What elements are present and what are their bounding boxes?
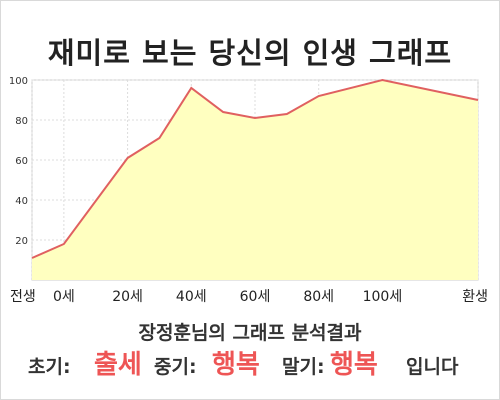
chart-title: 재미로 보는 당신의 인생 그래프 <box>47 36 453 70</box>
x-axis-ticks: 전생 0세 20세 40세 60세 80세 100세 환생 <box>10 289 488 305</box>
late-label: 말기: <box>282 356 325 378</box>
y-tick-label: 60 <box>15 156 28 167</box>
x-tick-label: 40세 <box>176 289 207 305</box>
x-tick-label: 0세 <box>53 289 75 305</box>
early-label: 초기: <box>28 356 71 378</box>
y-tick-label: 80 <box>15 116 28 127</box>
mid-label: 중기: <box>154 356 197 378</box>
x-tick-label: 100세 <box>363 289 403 305</box>
ending-text: 입니다 <box>406 356 459 378</box>
series-line <box>31 78 479 259</box>
area-fill <box>32 80 478 280</box>
x-tick-label: 60세 <box>240 289 271 305</box>
analysis-title: 장정훈님의 그래프 분석결과 <box>138 322 362 344</box>
area-layer <box>31 78 479 280</box>
early-value: 출세 <box>94 350 142 380</box>
mid-value: 행복 <box>212 350 260 380</box>
y-tick-label: 100 <box>9 76 28 87</box>
y-axis-ticks: 20 40 60 80 100 <box>9 76 28 247</box>
y-tick-label: 40 <box>15 196 28 207</box>
late-value: 행복 <box>330 350 378 380</box>
analysis-result: 초기: 출세 중기: 행복 말기: 행복 입니다 <box>28 346 488 386</box>
y-tick-label: 20 <box>15 236 28 247</box>
x-tick-label: 80세 <box>303 289 334 305</box>
x-tick-label: 전생 <box>10 289 36 305</box>
x-tick-label: 20세 <box>112 289 143 305</box>
x-tick-label: 환생 <box>462 289 488 305</box>
